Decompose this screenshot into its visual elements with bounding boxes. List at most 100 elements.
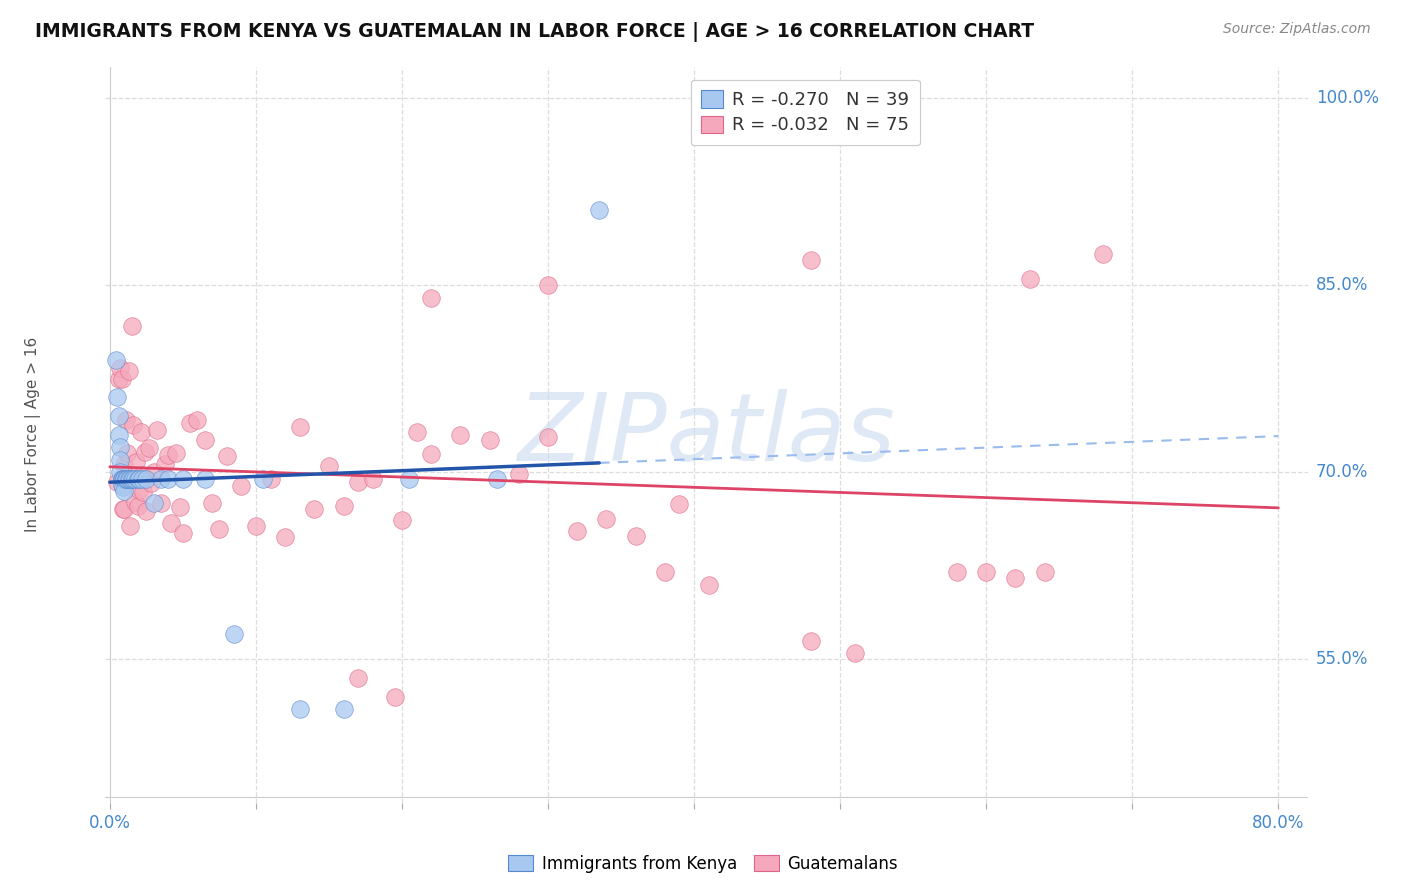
Point xyxy=(588,203,610,218)
Point xyxy=(946,565,969,579)
Point xyxy=(107,427,129,442)
Point xyxy=(114,471,136,485)
Point xyxy=(347,671,370,685)
Text: 55.0%: 55.0% xyxy=(1316,650,1368,668)
Point xyxy=(398,471,420,485)
Point xyxy=(974,565,997,579)
Point xyxy=(122,417,145,432)
Point xyxy=(120,518,142,533)
Point xyxy=(124,495,146,509)
Point xyxy=(145,424,167,438)
Point xyxy=(132,485,155,500)
Point xyxy=(122,471,145,485)
Point xyxy=(485,471,508,485)
Point xyxy=(1019,272,1042,286)
Point xyxy=(117,471,139,485)
Point xyxy=(104,353,127,368)
Point xyxy=(110,372,132,386)
Point xyxy=(131,471,153,485)
Point xyxy=(288,702,311,716)
Point xyxy=(1033,565,1056,579)
Point xyxy=(252,471,274,485)
Point xyxy=(108,361,131,376)
Point xyxy=(391,513,413,527)
Point xyxy=(169,500,191,515)
Point xyxy=(347,475,370,490)
Point xyxy=(138,442,160,456)
Text: 85.0%: 85.0% xyxy=(1316,277,1368,294)
Point xyxy=(114,471,136,485)
Point xyxy=(107,371,129,385)
Point xyxy=(110,477,132,491)
Point xyxy=(111,502,134,516)
Point xyxy=(172,525,194,540)
Point xyxy=(201,496,224,510)
Point xyxy=(318,459,340,474)
Point xyxy=(142,465,165,479)
Point xyxy=(110,471,132,485)
Point xyxy=(121,319,143,334)
Point xyxy=(134,445,156,459)
Point xyxy=(110,471,132,485)
Point xyxy=(595,512,617,526)
Point xyxy=(115,471,138,485)
Point xyxy=(654,565,676,579)
Point xyxy=(139,475,162,490)
Point xyxy=(361,473,384,487)
Point xyxy=(537,278,560,293)
Point xyxy=(111,480,134,494)
Point xyxy=(149,471,172,485)
Point xyxy=(384,690,406,704)
Point xyxy=(304,501,326,516)
Point xyxy=(129,425,152,439)
Point xyxy=(118,471,141,485)
Point xyxy=(1092,247,1115,261)
Point xyxy=(274,530,297,544)
Point xyxy=(107,409,129,424)
Point xyxy=(108,452,131,467)
Point xyxy=(108,465,131,479)
Point xyxy=(420,447,443,461)
Point xyxy=(537,430,560,444)
Point xyxy=(800,633,823,648)
Point xyxy=(142,496,165,510)
Point xyxy=(118,364,141,378)
Point xyxy=(624,529,647,543)
Point xyxy=(215,449,238,463)
Text: 70.0%: 70.0% xyxy=(1316,463,1368,482)
Point xyxy=(128,471,150,485)
Text: Source: ZipAtlas.com: Source: ZipAtlas.com xyxy=(1223,22,1371,37)
Point xyxy=(105,391,128,405)
Point xyxy=(405,425,427,439)
Point xyxy=(117,446,139,460)
Point xyxy=(135,471,157,485)
Point xyxy=(800,253,823,268)
Point xyxy=(186,413,208,427)
Point xyxy=(172,471,194,485)
Point xyxy=(115,471,138,485)
Point xyxy=(478,434,501,448)
Point xyxy=(332,499,354,513)
Point xyxy=(231,479,253,493)
Point xyxy=(567,524,589,538)
Point xyxy=(149,496,172,510)
Text: ZIPatlas: ZIPatlas xyxy=(517,389,896,481)
Point xyxy=(179,416,201,430)
Point xyxy=(128,483,150,498)
Point xyxy=(111,471,134,485)
Point xyxy=(208,522,231,536)
Point xyxy=(245,518,267,533)
Point xyxy=(125,455,148,469)
Point xyxy=(120,471,142,485)
Point xyxy=(259,472,281,486)
Point xyxy=(157,471,180,485)
Point xyxy=(131,467,153,482)
Text: 100.0%: 100.0% xyxy=(1316,89,1379,107)
Point xyxy=(332,702,354,716)
Text: In Labor Force | Age > 16: In Labor Force | Age > 16 xyxy=(25,337,41,533)
Point xyxy=(135,504,157,518)
Point xyxy=(127,499,149,513)
Text: IMMIGRANTS FROM KENYA VS GUATEMALAN IN LABOR FORCE | AGE > 16 CORRELATION CHART: IMMIGRANTS FROM KENYA VS GUATEMALAN IN L… xyxy=(35,22,1035,42)
Point xyxy=(108,440,131,454)
Point xyxy=(124,471,146,485)
